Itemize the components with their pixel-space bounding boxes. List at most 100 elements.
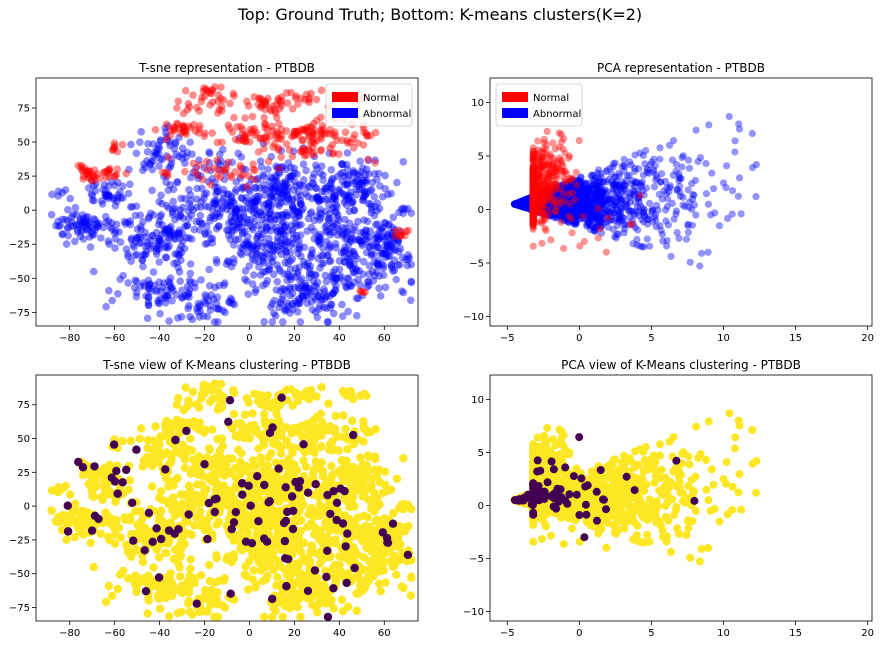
scatter-point (184, 304, 192, 313)
scatter-point (315, 288, 324, 297)
scatter-point (155, 299, 164, 308)
scatter-point (101, 191, 110, 200)
scatter-point (161, 253, 170, 262)
scatter-point (146, 209, 155, 218)
scatter-point (163, 132, 171, 141)
scatter-point (511, 200, 519, 208)
scatter-point (575, 137, 583, 145)
scatter-point (200, 190, 209, 199)
scatter-point (241, 267, 250, 275)
scatter-point (275, 164, 284, 173)
scatter-point (111, 244, 119, 252)
scatter-point (157, 287, 165, 295)
scatter-point (161, 294, 170, 303)
scatter-point (195, 303, 203, 311)
scatter-point (301, 279, 310, 288)
scatter-point (155, 245, 163, 253)
scatter-point (86, 233, 94, 241)
scatter-point (174, 97, 183, 105)
scatter-point (156, 137, 165, 145)
scatter-point (219, 96, 228, 104)
scatter-point (167, 160, 176, 168)
scatter-point (88, 228, 97, 237)
scatter-point (117, 194, 125, 202)
scatter-point (140, 251, 149, 259)
scatter-point (83, 219, 92, 228)
scatter-point (92, 180, 100, 188)
scatter-point (164, 291, 173, 300)
scatter-point (279, 318, 287, 326)
scatter-point (184, 122, 193, 130)
scatter-point (107, 219, 116, 227)
scatter-point (657, 226, 665, 235)
scatter-point (260, 119, 269, 128)
x-tick-label: −20 (194, 333, 215, 344)
scatter-point (155, 144, 164, 152)
scatter-point (214, 305, 222, 313)
scatter-point (173, 258, 181, 267)
scatter-point (251, 184, 260, 192)
scatter-point (139, 251, 147, 259)
scatter-point (113, 193, 122, 202)
scatter-point (155, 234, 163, 243)
scatter-point (153, 287, 161, 296)
scatter-point (213, 156, 221, 164)
scatter-point (373, 261, 382, 269)
scatter-point (349, 134, 358, 143)
scatter-point (240, 218, 249, 227)
scatter-point (189, 159, 198, 168)
scatter-point (199, 312, 208, 320)
scatter-point (99, 223, 108, 232)
scatter-point (329, 309, 338, 318)
scatter-point (116, 275, 124, 284)
scatter-point (77, 161, 86, 170)
scatter-point (162, 171, 171, 180)
scatter-point (64, 224, 72, 233)
scatter-point (214, 318, 222, 326)
scatter-point (195, 313, 204, 321)
scatter-point (190, 279, 199, 287)
scatter-point (150, 152, 158, 160)
scatter-point (142, 292, 150, 300)
scatter-point (171, 215, 179, 224)
scatter-point (677, 175, 685, 183)
scatter-point (271, 216, 279, 224)
scatter-point (147, 244, 155, 253)
scatter-point (323, 318, 332, 326)
scatter-point (282, 89, 291, 97)
scatter-point (165, 228, 173, 236)
scatter-point (227, 296, 236, 304)
scatter-point (393, 178, 401, 187)
scatter-point (190, 225, 199, 234)
scatter-point (735, 125, 744, 133)
scatter-point (230, 113, 238, 122)
scatter-point (120, 217, 129, 226)
scatter-point (156, 236, 165, 245)
scatter-point (162, 253, 171, 262)
scatter-point (593, 177, 601, 185)
scatter-point (85, 218, 93, 227)
scatter-point (243, 97, 251, 106)
scatter-point (91, 187, 100, 195)
scatter-point (630, 209, 638, 218)
scatter-point (672, 167, 680, 175)
scatter-point (143, 238, 152, 247)
scatter-point (259, 100, 267, 109)
scatter-point (202, 157, 211, 166)
scatter-point (165, 224, 173, 232)
scatter-point (195, 125, 204, 133)
scatter-point (640, 243, 648, 251)
scatter-point (350, 278, 359, 287)
scatter-point (73, 225, 82, 234)
scatter-point (684, 186, 692, 194)
scatter-point (295, 209, 303, 217)
scatter-point (582, 190, 590, 198)
scatter-point (225, 298, 233, 306)
scatter-point (154, 220, 163, 229)
scatter-point (250, 175, 259, 184)
scatter-point (228, 128, 237, 136)
y-tick-label: 25 (17, 172, 30, 183)
scatter-point (154, 145, 162, 154)
scatter-point (148, 231, 157, 240)
scatter-point (118, 182, 127, 190)
